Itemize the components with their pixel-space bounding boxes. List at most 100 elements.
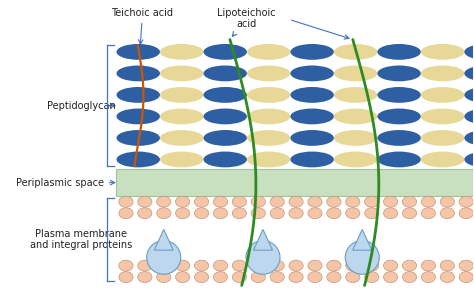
Ellipse shape — [117, 109, 160, 124]
Ellipse shape — [421, 66, 465, 81]
Ellipse shape — [117, 151, 160, 167]
Ellipse shape — [138, 196, 152, 207]
Ellipse shape — [194, 260, 209, 271]
Ellipse shape — [334, 109, 377, 124]
Ellipse shape — [346, 272, 360, 283]
Ellipse shape — [270, 260, 284, 271]
Ellipse shape — [203, 44, 247, 60]
Ellipse shape — [402, 208, 417, 219]
Ellipse shape — [421, 260, 436, 271]
Ellipse shape — [334, 66, 377, 81]
Ellipse shape — [175, 196, 190, 207]
Ellipse shape — [270, 196, 284, 207]
Ellipse shape — [160, 44, 203, 60]
Ellipse shape — [465, 87, 474, 103]
Ellipse shape — [421, 109, 465, 124]
Ellipse shape — [334, 151, 377, 167]
Ellipse shape — [117, 87, 160, 103]
Ellipse shape — [402, 196, 417, 207]
Ellipse shape — [465, 130, 474, 146]
Ellipse shape — [334, 87, 377, 103]
Ellipse shape — [247, 87, 291, 103]
Text: Teichoic acid: Teichoic acid — [111, 8, 173, 44]
Ellipse shape — [327, 272, 341, 283]
Ellipse shape — [117, 44, 160, 60]
Ellipse shape — [289, 208, 303, 219]
Ellipse shape — [175, 208, 190, 219]
Ellipse shape — [291, 44, 334, 60]
Ellipse shape — [232, 260, 246, 271]
FancyBboxPatch shape — [117, 169, 474, 196]
Ellipse shape — [334, 44, 377, 60]
Ellipse shape — [119, 272, 133, 283]
Ellipse shape — [345, 240, 379, 274]
Ellipse shape — [160, 109, 203, 124]
Ellipse shape — [213, 208, 228, 219]
Ellipse shape — [175, 272, 190, 283]
Ellipse shape — [138, 272, 152, 283]
Ellipse shape — [194, 272, 209, 283]
Ellipse shape — [175, 260, 190, 271]
Ellipse shape — [138, 260, 152, 271]
Ellipse shape — [377, 44, 421, 60]
Ellipse shape — [194, 196, 209, 207]
Ellipse shape — [346, 208, 360, 219]
Polygon shape — [154, 229, 173, 250]
Ellipse shape — [377, 130, 421, 146]
Ellipse shape — [440, 272, 455, 283]
Ellipse shape — [160, 87, 203, 103]
Ellipse shape — [246, 240, 280, 274]
Ellipse shape — [346, 196, 360, 207]
Ellipse shape — [247, 109, 291, 124]
Ellipse shape — [421, 208, 436, 219]
Ellipse shape — [365, 208, 379, 219]
Ellipse shape — [203, 151, 247, 167]
Ellipse shape — [194, 208, 209, 219]
Ellipse shape — [383, 208, 398, 219]
Ellipse shape — [251, 196, 265, 207]
Ellipse shape — [156, 260, 171, 271]
Ellipse shape — [291, 87, 334, 103]
Ellipse shape — [365, 196, 379, 207]
Ellipse shape — [346, 260, 360, 271]
Ellipse shape — [440, 196, 455, 207]
Ellipse shape — [247, 130, 291, 146]
Ellipse shape — [270, 208, 284, 219]
Text: Peptidoglycan: Peptidoglycan — [46, 101, 115, 111]
Ellipse shape — [160, 130, 203, 146]
Ellipse shape — [291, 151, 334, 167]
Ellipse shape — [291, 130, 334, 146]
Ellipse shape — [291, 66, 334, 81]
Ellipse shape — [213, 260, 228, 271]
Ellipse shape — [383, 196, 398, 207]
Ellipse shape — [156, 196, 171, 207]
Ellipse shape — [119, 196, 133, 207]
Ellipse shape — [327, 260, 341, 271]
Ellipse shape — [334, 130, 377, 146]
Ellipse shape — [377, 151, 421, 167]
Ellipse shape — [160, 151, 203, 167]
Ellipse shape — [232, 272, 246, 283]
Ellipse shape — [377, 109, 421, 124]
Ellipse shape — [459, 272, 474, 283]
Ellipse shape — [383, 260, 398, 271]
Ellipse shape — [365, 272, 379, 283]
Ellipse shape — [203, 109, 247, 124]
Ellipse shape — [160, 66, 203, 81]
Ellipse shape — [465, 109, 474, 124]
Ellipse shape — [308, 260, 322, 271]
Polygon shape — [353, 229, 372, 250]
Ellipse shape — [459, 196, 474, 207]
Ellipse shape — [156, 272, 171, 283]
Ellipse shape — [156, 208, 171, 219]
Ellipse shape — [203, 66, 247, 81]
Ellipse shape — [203, 87, 247, 103]
Ellipse shape — [291, 109, 334, 124]
Text: Lipoteichoic
acid: Lipoteichoic acid — [217, 8, 276, 36]
Ellipse shape — [459, 208, 474, 219]
Ellipse shape — [289, 196, 303, 207]
Ellipse shape — [421, 272, 436, 283]
Ellipse shape — [465, 66, 474, 81]
Ellipse shape — [232, 196, 246, 207]
Polygon shape — [254, 229, 273, 250]
